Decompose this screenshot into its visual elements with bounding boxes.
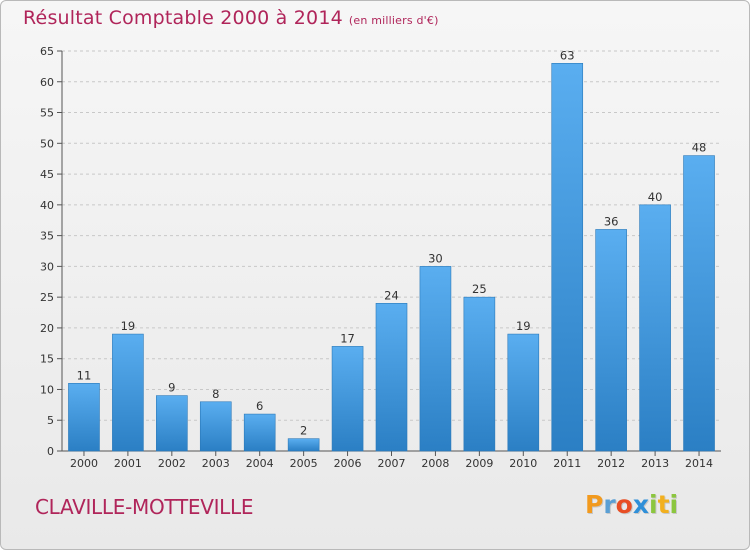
- data-labels: 11 19 9 8 6 2 17 24 30 25 19 63 36 40 48: [77, 48, 707, 437]
- value-label-2006: 17: [340, 331, 355, 345]
- value-label-2005: 2: [300, 424, 307, 438]
- x-tick-label-2012: 2012: [597, 457, 625, 470]
- x-tick-label-2004: 2004: [246, 457, 274, 470]
- value-label-2011: 63: [560, 48, 575, 62]
- y-tick-label: 35: [40, 230, 54, 243]
- y-tick-label: 45: [40, 168, 54, 181]
- bar-2004: [243, 413, 276, 452]
- chart-title: Résultat Comptable 2000 à 2014 (en millie…: [23, 7, 439, 29]
- x-tick-label-2010: 2010: [509, 457, 537, 470]
- value-label-2012: 36: [604, 214, 619, 228]
- y-tick-label: 25: [40, 291, 54, 304]
- x-tick-label-2009: 2009: [465, 457, 493, 470]
- x-tick-label-2013: 2013: [641, 457, 669, 470]
- logo-letter: i: [669, 490, 679, 519]
- value-label-2000: 11: [77, 368, 92, 382]
- value-label-2014: 48: [692, 141, 707, 155]
- chart-title-text: Résultat Comptable 2000 à 2014: [23, 7, 343, 29]
- y-tick-label: 30: [40, 260, 54, 273]
- x-tick-label-2006: 2006: [334, 457, 362, 470]
- bar-2003: [199, 401, 232, 452]
- x-tick-label-2005: 2005: [290, 457, 318, 470]
- x-tick-label-2008: 2008: [421, 457, 449, 470]
- y-tick-label: 15: [40, 353, 54, 366]
- bar-2002: [156, 395, 188, 452]
- bar-2010: [507, 333, 540, 452]
- bar-2014: [683, 155, 715, 452]
- bar-2001: [112, 333, 144, 452]
- y-tick-label: 50: [40, 137, 54, 150]
- chart-subtitle: (en milliers d'€): [348, 14, 439, 27]
- y-tick-label: 0: [47, 445, 54, 458]
- bars: [68, 63, 715, 452]
- bar-2006: [331, 346, 364, 452]
- bar-2008: [419, 266, 452, 452]
- bar-2009: [463, 296, 496, 452]
- x-tick-label-2000: 2000: [70, 457, 98, 470]
- x-tick-label-2011: 2011: [553, 457, 581, 470]
- value-label-2009: 25: [472, 282, 487, 296]
- logo-letter: i: [649, 490, 658, 519]
- y-tick-label: 10: [40, 383, 54, 396]
- value-label-2002: 9: [168, 381, 175, 395]
- bar-2011: [551, 63, 584, 452]
- value-label-2008: 30: [428, 251, 443, 265]
- bar-2013: [639, 204, 671, 452]
- value-label-2001: 19: [121, 319, 136, 333]
- logo-letter: r: [603, 490, 616, 519]
- proxiti-logo: Proxiti: [585, 490, 678, 519]
- logo-letter: o: [615, 490, 633, 519]
- bar-2000: [68, 383, 100, 452]
- x-tick-label-2014: 2014: [685, 457, 713, 470]
- value-label-2004: 6: [256, 399, 263, 413]
- logo-letter: t: [657, 490, 670, 519]
- y-tick-label: 55: [40, 107, 54, 120]
- bar-2012: [595, 229, 627, 452]
- value-label-2007: 24: [384, 288, 399, 302]
- value-label-2013: 40: [648, 190, 663, 204]
- bar-2007: [375, 303, 408, 452]
- y-tick-label: 5: [47, 414, 54, 427]
- value-label-2010: 19: [516, 319, 531, 333]
- x-tick-label-2002: 2002: [158, 457, 186, 470]
- commune-name: CLAVILLE-MOTTEVILLE: [35, 495, 254, 519]
- bar-2005: [287, 438, 320, 452]
- y-tick-label: 60: [40, 76, 54, 89]
- value-label-2003: 8: [212, 387, 219, 401]
- x-tick-label-2001: 2001: [114, 457, 142, 470]
- y-tick-label: 65: [40, 45, 54, 58]
- axes: 0 5 10 15 20 25 30 35 40 45 50 55 60 65 2000 2001 2002 20…: [40, 45, 721, 470]
- x-tick-label-2007: 2007: [378, 457, 406, 470]
- y-tick-label: 20: [40, 322, 54, 335]
- logo-letter: P: [585, 490, 604, 519]
- y-tick-label: 40: [40, 199, 54, 212]
- x-tick-label-2003: 2003: [202, 457, 230, 470]
- logo-letter: x: [632, 490, 649, 519]
